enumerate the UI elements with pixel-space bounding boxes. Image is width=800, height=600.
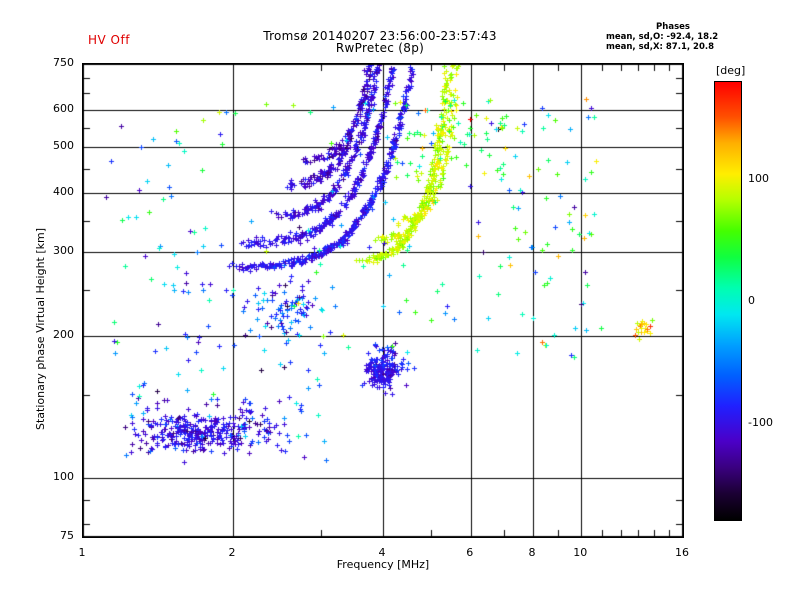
y-tick-300: 300 — [53, 244, 74, 258]
y-tick-200: 200 — [53, 327, 74, 341]
y-tick-400: 400 — [53, 185, 74, 199]
x-axis-title: Frequency [MHz] — [336, 558, 430, 571]
plot-title-line-1: Tromsø 20140207 23:56:00-23:57:43 — [263, 29, 497, 43]
x-tick-1: 1 — [78, 546, 86, 559]
x-tick-6: 6 — [466, 546, 474, 559]
colorbar-tick-0: 0 — [748, 294, 755, 307]
x-tick-4: 4 — [378, 546, 386, 559]
plot-area[interactable] — [82, 63, 684, 538]
y-tick-75: 75 — [60, 529, 74, 542]
plot-title-line-2: RwPretec (8p) — [335, 41, 425, 55]
y-tick-600: 600 — [53, 101, 74, 115]
x-tick-2: 2 — [228, 546, 236, 559]
phases-heading: Phases — [656, 22, 690, 32]
y-tick-500: 500 — [53, 139, 74, 153]
y-tick-100: 100 — [53, 469, 74, 483]
colorbar-tick-100: 100 — [748, 171, 769, 185]
phases-row-o: mean, sd,O: -92.4, 18.2 — [606, 32, 719, 42]
x-tick-16: 16 — [675, 546, 689, 559]
y-tick-750: 750 — [53, 56, 74, 69]
colorbar-tick--100: -100 — [748, 416, 773, 430]
phases-annotation: Phases mean, sd,O: -92.4, 18.2 mean, sd,… — [600, 22, 760, 52]
hv-status-label: HV Off — [88, 33, 130, 47]
x-tick-10: 10 — [573, 546, 588, 559]
scatter-canvas — [83, 64, 683, 537]
colorbar-gradient — [714, 81, 742, 521]
x-tick-8: 8 — [528, 546, 536, 559]
phases-row-x: mean, sd,X: 87.1, 20.8 — [606, 42, 715, 52]
colorbar[interactable] — [714, 81, 742, 521]
colorbar-unit-label: [deg] — [716, 64, 746, 77]
